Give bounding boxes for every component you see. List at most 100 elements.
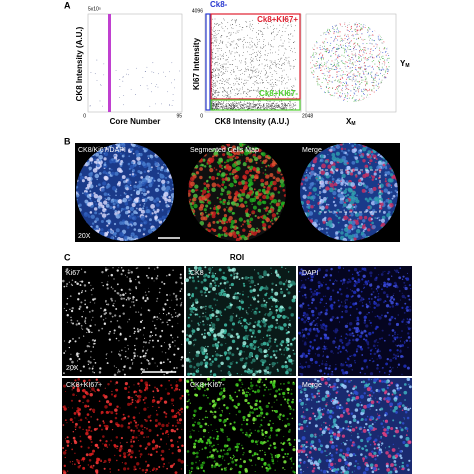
texture — [93, 193, 99, 199]
texture — [229, 96, 231, 98]
texture — [339, 23, 341, 25]
texture — [391, 42, 392, 43]
texture — [388, 55, 390, 56]
texture — [313, 64, 315, 66]
texture — [359, 50, 361, 51]
texture — [326, 87, 327, 89]
texture — [386, 100, 388, 102]
texture — [275, 103, 277, 104]
texture — [316, 61, 317, 62]
texture — [392, 77, 393, 78]
texture — [352, 97, 354, 98]
texture — [240, 225, 243, 227]
texture — [324, 64, 325, 66]
texture — [277, 105, 279, 107]
texture — [100, 212, 103, 215]
texture — [351, 69, 353, 71]
texture — [217, 104, 219, 106]
texture — [201, 189, 207, 194]
texture — [229, 78, 230, 79]
texture — [265, 64, 266, 66]
texture — [365, 84, 366, 86]
texture — [213, 102, 215, 104]
texture — [365, 49, 367, 51]
texture — [255, 191, 259, 196]
texture — [392, 74, 393, 75]
texture — [91, 193, 95, 197]
texture — [137, 215, 139, 218]
texture — [388, 91, 389, 93]
texture — [258, 40, 260, 42]
texture — [330, 55, 332, 57]
texture — [238, 90, 240, 91]
texture — [100, 85, 102, 87]
texture — [263, 47, 264, 49]
texture — [359, 22, 360, 24]
texture — [340, 178, 345, 184]
texture — [254, 214, 257, 218]
texture — [271, 63, 273, 65]
texture — [214, 69, 216, 71]
texture — [353, 43, 355, 45]
texture — [335, 144, 341, 150]
texture — [371, 224, 376, 229]
texture — [199, 175, 203, 180]
texture — [391, 36, 392, 37]
texture — [218, 104, 219, 105]
texture — [118, 169, 123, 173]
texture — [281, 103, 282, 104]
texture — [241, 78, 243, 80]
texture — [173, 87, 175, 89]
texture — [379, 183, 384, 188]
texture — [360, 24, 362, 26]
texture — [351, 192, 355, 197]
texture — [224, 90, 226, 92]
texture — [121, 221, 125, 225]
texture — [322, 55, 323, 57]
texture — [211, 101, 213, 103]
texture — [337, 80, 339, 82]
texture — [97, 201, 103, 207]
texture — [373, 85, 375, 87]
texture — [230, 109, 232, 110]
texture — [218, 73, 219, 74]
texture — [253, 106, 255, 107]
texture — [157, 178, 161, 182]
texture — [320, 205, 325, 211]
texture — [227, 105, 229, 107]
texture — [246, 102, 248, 103]
texture — [274, 82, 276, 83]
texture — [312, 74, 314, 75]
texture — [368, 34, 370, 36]
texture — [290, 22, 291, 23]
texture — [373, 157, 376, 159]
texture — [354, 24, 356, 26]
texture — [216, 39, 218, 41]
texture — [351, 57, 353, 58]
texture — [295, 104, 296, 106]
texture — [215, 108, 216, 109]
texture — [375, 22, 377, 24]
texture — [318, 166, 322, 170]
texture — [222, 106, 224, 108]
texture — [234, 105, 235, 106]
texture — [335, 54, 337, 56]
texture — [215, 107, 216, 108]
texture — [229, 96, 231, 97]
texture — [221, 103, 222, 105]
texture — [222, 107, 224, 108]
texture — [263, 104, 265, 106]
texture — [361, 58, 363, 60]
texture — [259, 105, 260, 106]
texture — [372, 186, 377, 192]
texture — [212, 77, 214, 78]
texture — [328, 219, 333, 225]
texture — [290, 104, 292, 106]
texture — [211, 77, 213, 78]
texture — [212, 97, 214, 99]
texture — [266, 94, 268, 96]
texture — [258, 198, 262, 202]
texture — [246, 235, 250, 238]
texture — [213, 30, 215, 32]
texture — [274, 95, 275, 96]
